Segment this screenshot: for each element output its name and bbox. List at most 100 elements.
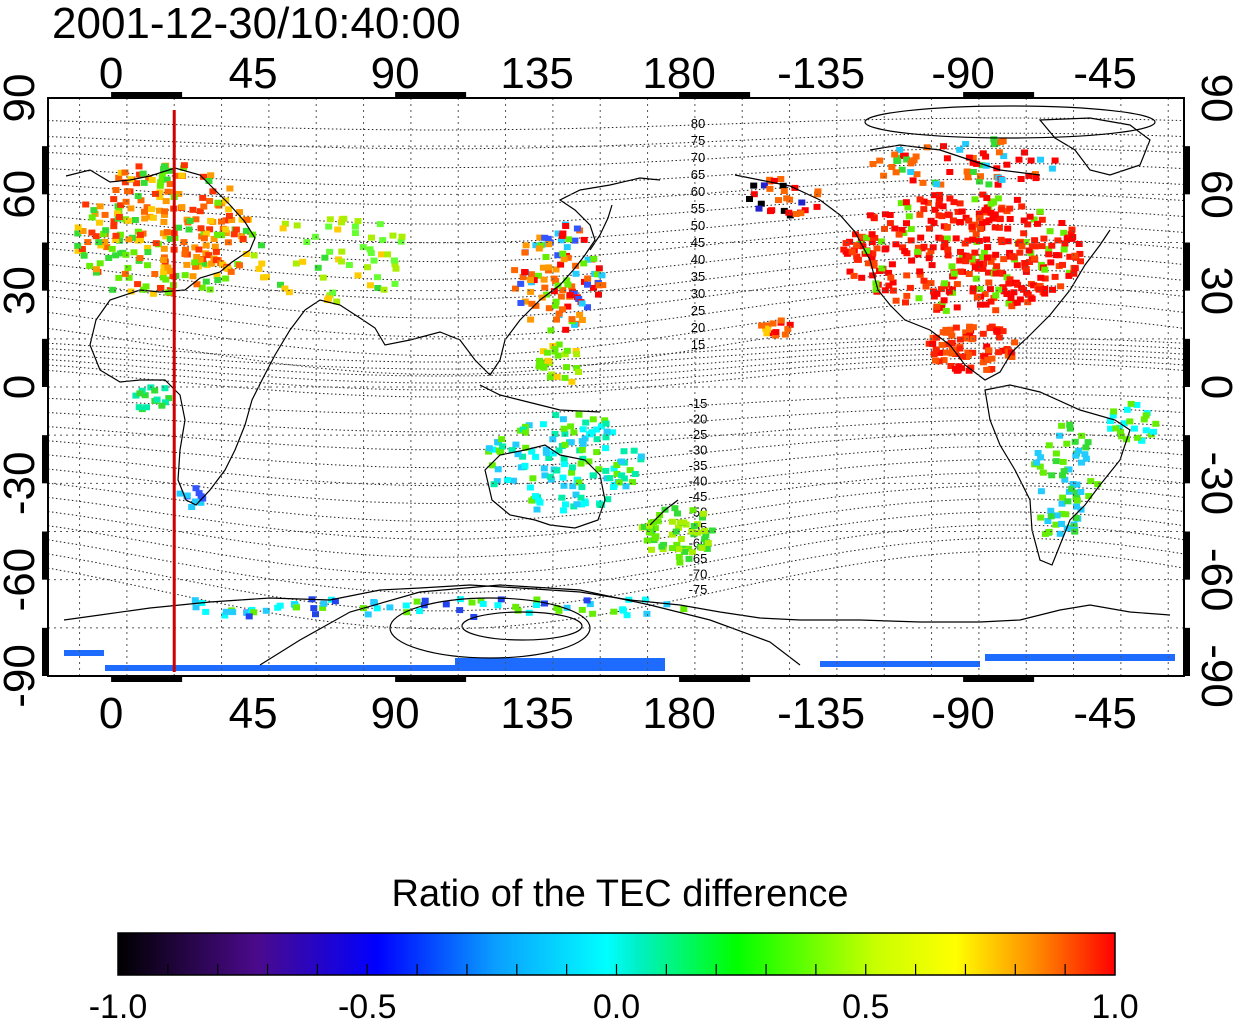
tec-cell xyxy=(345,262,353,268)
tec-cell xyxy=(125,274,133,281)
tec-cell xyxy=(164,264,172,271)
tec-band xyxy=(64,650,104,656)
tec-cell xyxy=(907,237,915,244)
tec-cell xyxy=(980,249,988,256)
axis-bars xyxy=(42,92,1190,682)
tec-cell xyxy=(1046,228,1054,235)
tec-cell xyxy=(1073,497,1081,504)
tec-cell xyxy=(942,329,950,336)
contour-line xyxy=(48,337,1184,363)
contour-line xyxy=(48,163,1184,187)
tec-cell xyxy=(514,607,522,614)
left-lat-label: 30 xyxy=(0,266,44,315)
tec-cell xyxy=(1064,234,1072,241)
tec-cell xyxy=(1047,507,1055,514)
tec-cell xyxy=(1020,286,1027,293)
tec-cell xyxy=(1070,523,1078,530)
tec-cell xyxy=(1037,454,1045,461)
tec-cell xyxy=(192,604,200,611)
tec-cell xyxy=(987,298,995,305)
tec-cell xyxy=(595,265,603,272)
tec-cell xyxy=(1107,425,1115,432)
tec-cell xyxy=(973,160,981,167)
coastline-antarctica xyxy=(63,584,1171,623)
tec-cell xyxy=(978,162,986,169)
tec-cell xyxy=(597,423,605,430)
tec-cell xyxy=(1071,252,1079,259)
tec-cell xyxy=(96,219,103,226)
tec-cell xyxy=(1142,412,1150,419)
tec-cell xyxy=(562,501,569,508)
tec-cell xyxy=(986,286,994,293)
tec-cell xyxy=(156,207,163,214)
axis-bar-top xyxy=(963,92,1035,98)
contour-label: 70 xyxy=(691,150,705,165)
tec-cell xyxy=(534,272,542,279)
tec-cell xyxy=(88,229,96,236)
tec-cell xyxy=(136,171,144,178)
tec-cell xyxy=(222,230,230,236)
tec-cell xyxy=(398,233,406,240)
tec-cell xyxy=(560,425,568,432)
tec-cell xyxy=(543,349,551,356)
tec-cell xyxy=(205,178,213,184)
tec-cell xyxy=(1047,513,1055,520)
tec-cell xyxy=(988,355,996,362)
tec-cell xyxy=(957,248,964,255)
map-frame xyxy=(47,97,1185,677)
tec-cell xyxy=(963,168,971,175)
tec-cell xyxy=(996,269,1004,276)
tec-cell xyxy=(581,435,589,442)
tec-cell xyxy=(900,153,908,159)
tec-cell xyxy=(340,215,348,222)
colorbar-ticks xyxy=(167,964,1066,975)
contour-line xyxy=(48,147,1184,169)
tec-cell xyxy=(112,232,120,239)
tec-cell xyxy=(537,242,545,249)
tec-cell xyxy=(932,346,940,353)
tec-cell xyxy=(896,146,904,153)
tec-cell xyxy=(961,240,969,247)
tec-cell xyxy=(530,277,538,284)
tec-cell xyxy=(873,245,881,252)
tec-cell xyxy=(1061,240,1069,247)
contour-line xyxy=(48,537,1184,612)
tec-cell xyxy=(540,364,548,371)
tec-cell xyxy=(239,235,247,242)
contour-label: -25 xyxy=(689,427,708,442)
tec-cell xyxy=(200,235,208,242)
tec-cell xyxy=(189,206,197,213)
tec-cell xyxy=(143,204,151,211)
tec-cell xyxy=(563,244,571,251)
tec-cell xyxy=(329,289,337,296)
tec-cell xyxy=(198,284,206,291)
tec-cell xyxy=(622,483,630,490)
tec-cell xyxy=(840,246,848,253)
tec-cell xyxy=(161,163,168,170)
tec-cell xyxy=(618,472,626,479)
tec-cell xyxy=(972,275,980,282)
tec-cell xyxy=(563,277,571,284)
tec-cell xyxy=(541,284,549,291)
tec-cell xyxy=(903,156,911,163)
tec-cell xyxy=(1008,354,1016,360)
tec-cell xyxy=(1064,498,1072,505)
tec-cell xyxy=(983,254,991,261)
tec-cell xyxy=(1037,514,1045,521)
tec-cell xyxy=(698,544,706,551)
tec-cell xyxy=(546,473,554,480)
tec-cell xyxy=(84,239,92,246)
axis-bar-right xyxy=(1184,531,1190,580)
tec-cell xyxy=(755,205,763,212)
tec-cell xyxy=(222,275,230,282)
tec-cell xyxy=(1082,455,1090,462)
tec-cell xyxy=(906,284,914,291)
tec-cell xyxy=(1031,243,1039,250)
tec-cell xyxy=(1077,489,1085,495)
tec-cell xyxy=(575,479,583,486)
tec-cell xyxy=(674,510,681,517)
top-lon-label: -90 xyxy=(931,49,995,98)
tec-cell xyxy=(1152,420,1160,427)
tec-cell xyxy=(1150,428,1157,435)
tec-cell xyxy=(159,274,167,281)
